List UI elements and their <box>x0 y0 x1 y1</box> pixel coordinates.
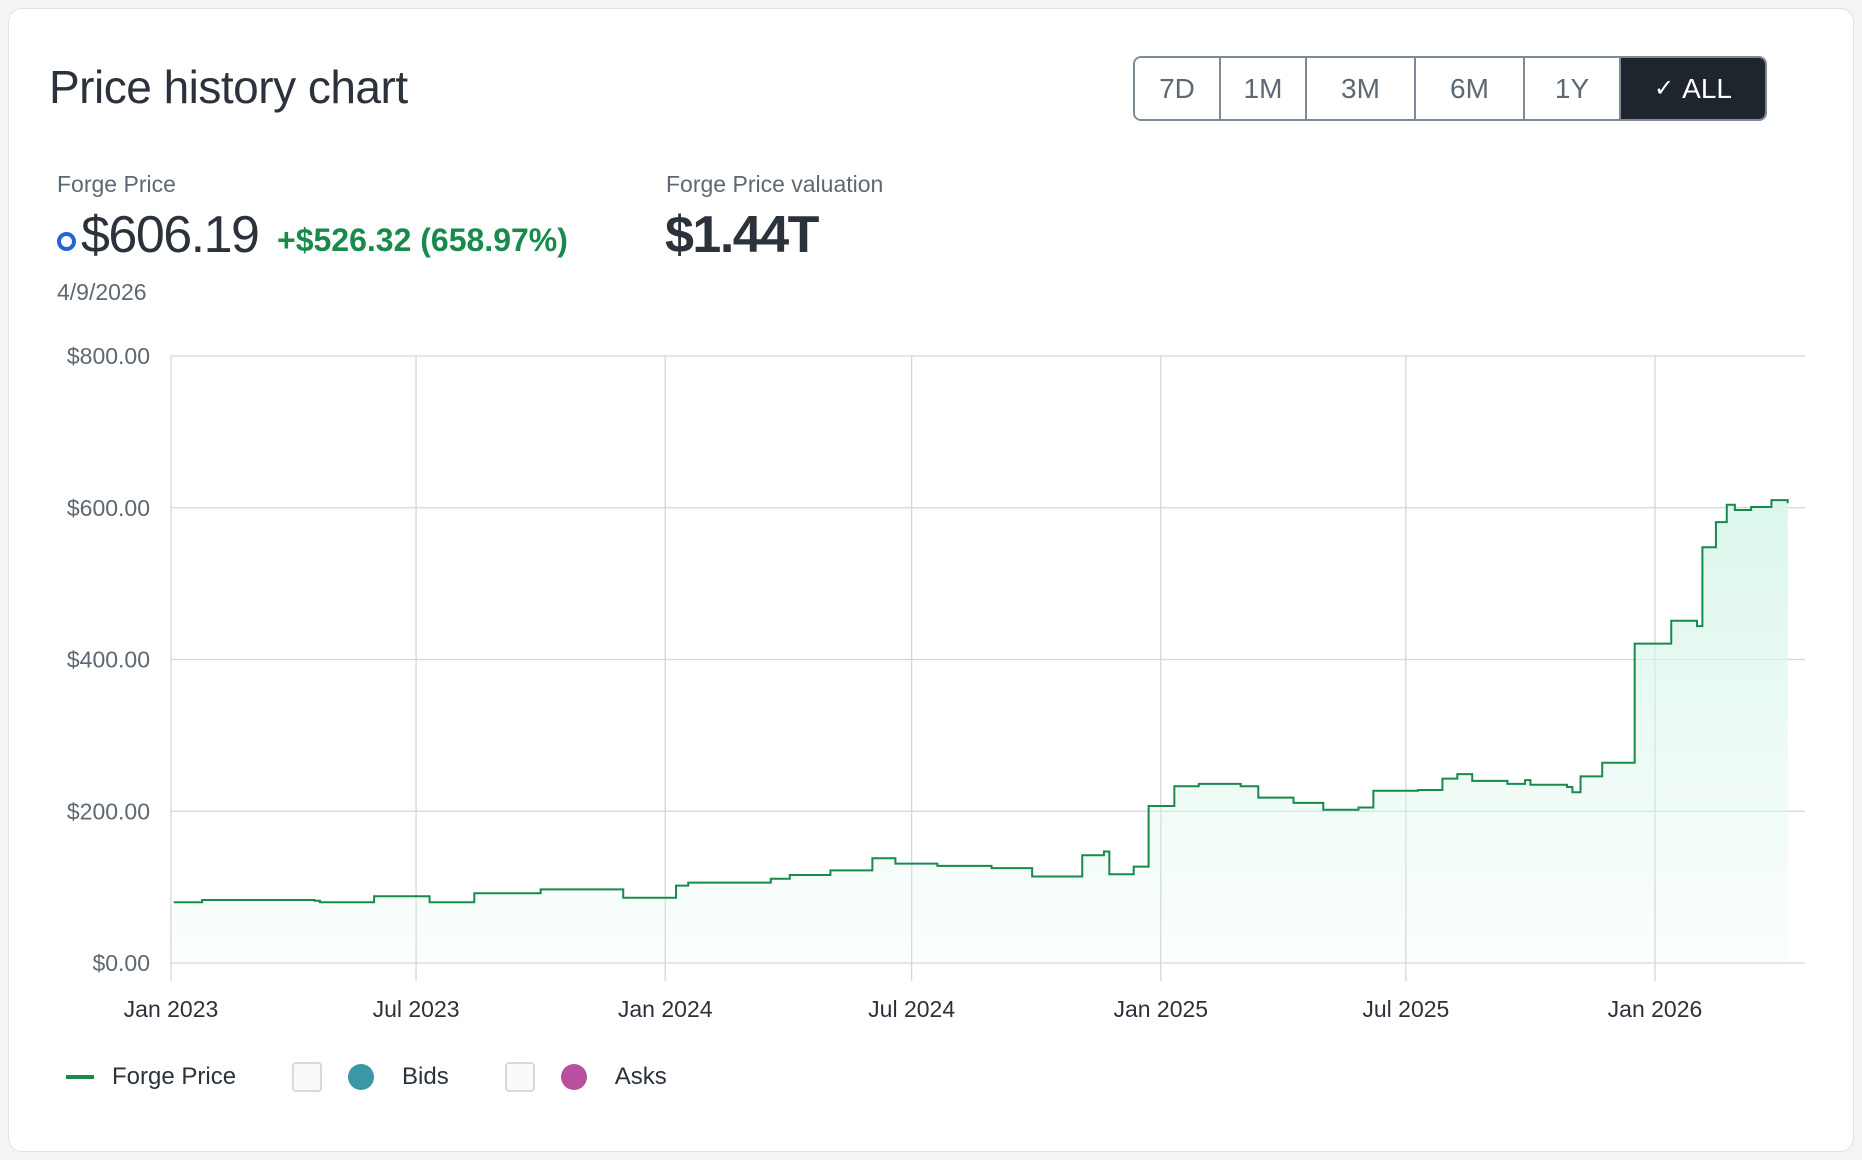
price-line <box>173 499 1789 904</box>
current-price: $606.19 <box>81 206 260 264</box>
legend-label: Bids <box>402 1063 449 1090</box>
legend-asks[interactable]: Asks <box>504 1062 667 1092</box>
legend-label: Forge Price <box>112 1063 237 1090</box>
chart-legend: Forge Price Bids Asks <box>66 1062 723 1092</box>
x-tick-label: Jan 2023 <box>124 996 219 1022</box>
x-tick-label: Jul 2025 <box>1362 996 1449 1022</box>
check-icon: ✓ <box>1654 75 1675 102</box>
asks-dot-icon <box>560 1064 587 1090</box>
x-tick-label: Jan 2026 <box>1608 996 1703 1022</box>
range-selector: 7D 1M 3M 6M 1Y ✓ ALL <box>1133 56 1767 121</box>
price-label: Forge Price <box>57 171 176 197</box>
y-tick-label: $200.00 <box>67 798 150 824</box>
price-date: 4/9/2026 <box>57 279 147 305</box>
asks-checkbox[interactable] <box>504 1062 535 1092</box>
price-area-fill <box>173 500 1788 963</box>
y-tick-label: $600.00 <box>67 495 150 521</box>
y-tick-label: $400.00 <box>67 647 150 673</box>
x-tick-label: Jan 2024 <box>618 996 713 1022</box>
valuation-label: Forge Price valuation <box>666 171 884 197</box>
y-tick-label: $0.00 <box>92 950 150 976</box>
price-change: +$526.32 (658.97%) <box>277 222 568 258</box>
price-marker-icon <box>57 232 76 251</box>
legend-forge-price[interactable]: Forge Price <box>66 1063 236 1091</box>
range-all-label: ALL <box>1682 72 1732 104</box>
bids-dot-icon <box>348 1064 375 1090</box>
legend-bids[interactable]: Bids <box>292 1062 449 1092</box>
legend-label: Asks <box>614 1063 667 1090</box>
bids-checkbox[interactable] <box>292 1062 323 1092</box>
page-title: Price history chart <box>49 61 408 113</box>
range-all-button[interactable]: ✓ ALL <box>1621 58 1765 119</box>
line-swatch-icon <box>66 1075 94 1079</box>
x-tick-label: Jul 2024 <box>868 996 955 1022</box>
range-3m-button[interactable]: 3M <box>1307 58 1416 119</box>
range-1m-button[interactable]: 1M <box>1221 58 1307 119</box>
x-tick-label: Jul 2023 <box>373 996 460 1022</box>
y-tick-label: $800.00 <box>67 343 150 369</box>
range-6m-button[interactable]: 6M <box>1416 58 1525 119</box>
range-1y-button[interactable]: 1Y <box>1525 58 1621 119</box>
price-chart[interactable]: $0.00 $200.00 $400.00 $600.00 $800.00 Jan 202… <box>0 0 1862 1040</box>
x-tick-label: Jan 2025 <box>1113 996 1208 1022</box>
valuation-value: $1.44T <box>665 206 819 264</box>
range-7d-button[interactable]: 7D <box>1135 58 1221 119</box>
